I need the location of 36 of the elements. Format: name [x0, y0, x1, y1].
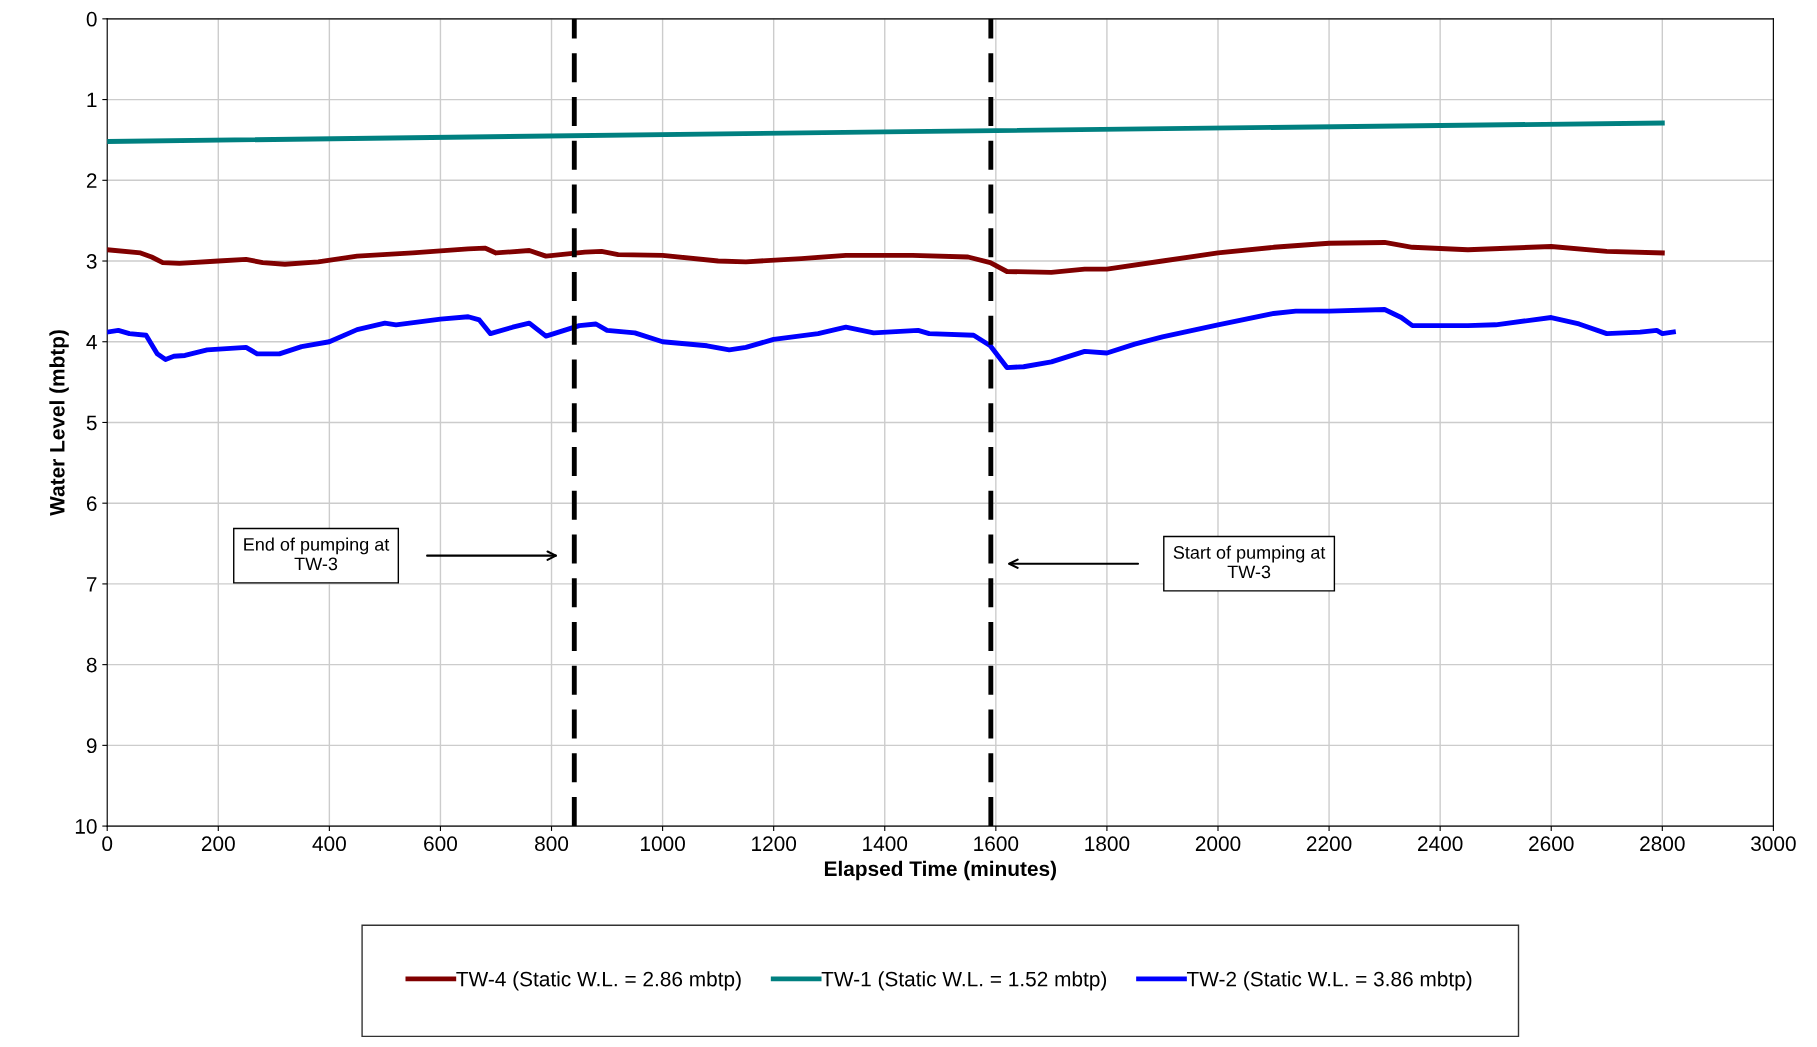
legend-label: TW-4 (Static W.L. = 2.86 mbtp)	[456, 971, 741, 991]
x-tick-label: 2200	[1306, 836, 1352, 852]
x-tick-label: 2600	[1529, 836, 1574, 852]
y-tick-label: 9	[86, 738, 97, 754]
x-tick-label: 1400	[863, 836, 908, 852]
x-tick-label: 200	[201, 836, 235, 852]
y-tick-label: 4	[86, 334, 97, 350]
y-tick-label: 6	[86, 496, 97, 511]
y-tick-label: 1	[87, 92, 97, 108]
y-tick-label: 0	[86, 11, 97, 27]
y-axis-title: Water Level (mbtp)	[49, 330, 69, 516]
x-tick-label: 2400	[1418, 836, 1463, 852]
legend-label: TW-2 (Static W.L. = 3.86 mbtp)	[1186, 971, 1472, 991]
x-tick-label: 1200	[752, 836, 797, 852]
legend-label: TW-1 (Static W.L. = 1.52 mbtp)	[821, 971, 1107, 991]
x-tick-label: 800	[535, 836, 569, 852]
annotation: End of pumping at TW-3	[244, 537, 390, 571]
line-series	[107, 240, 1665, 275]
y-tick-label: 3	[86, 254, 97, 269]
x-axis-title: Elapsed Time (minutes)	[824, 860, 1057, 881]
y-tick-label: 2	[86, 173, 97, 188]
x-tick-label: 0	[102, 836, 113, 852]
x-tick-label: 1600	[974, 836, 1019, 852]
x-tick-label: 2000	[1195, 836, 1241, 852]
x-tick-label: 400	[312, 836, 346, 852]
line-series	[107, 307, 1676, 370]
x-tick-label: 3000	[1751, 836, 1796, 852]
annotation: Start of pumping at TW-3	[1173, 545, 1326, 579]
y-tick-label: 5	[86, 415, 97, 431]
y-tick-label: 10	[75, 819, 97, 834]
x-tick-label: 1800	[1085, 836, 1130, 852]
y-tick-label: 8	[86, 657, 97, 673]
x-tick-label: 600	[424, 836, 458, 852]
x-tick-label: 2800	[1640, 836, 1685, 852]
x-tick-label: 1000	[641, 836, 685, 852]
y-tick-label: 7	[86, 577, 97, 592]
